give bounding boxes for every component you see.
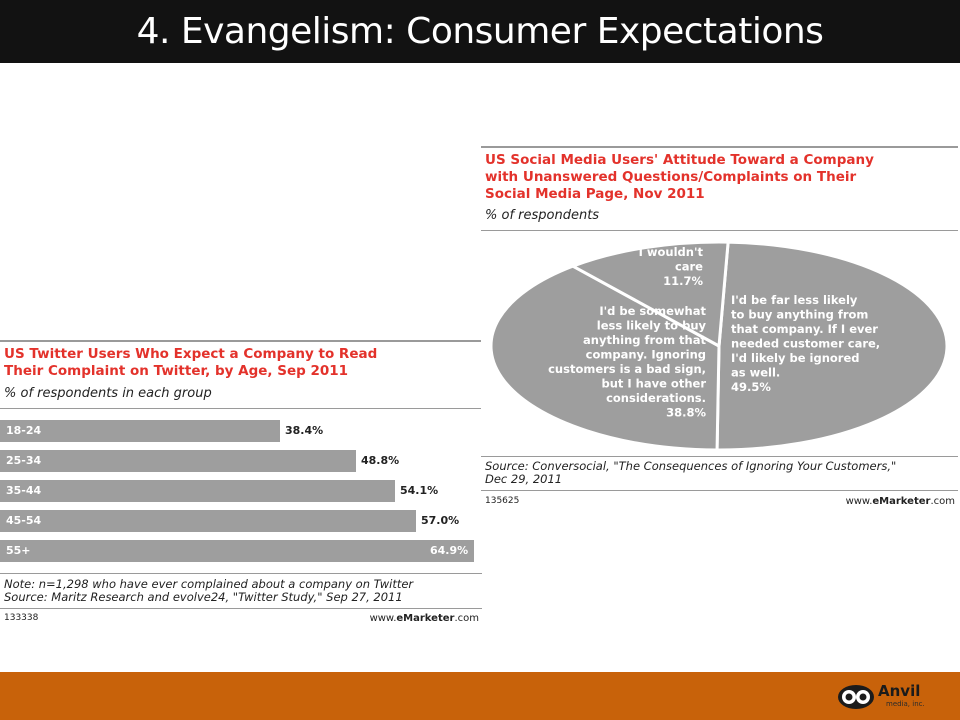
bar-row: 25-34 48.8% bbox=[0, 450, 482, 472]
pie-chart-title: US Social Media Users' Attitude Toward a… bbox=[485, 152, 958, 203]
bar-category-label: 18-24 bbox=[6, 424, 42, 437]
pie-slice-label-line: that company. If I ever bbox=[731, 322, 878, 336]
bar-chart-note: Note: n=1,298 who have ever complained a… bbox=[4, 578, 482, 604]
pie-slice-value: 49.5% bbox=[731, 380, 771, 394]
bar bbox=[0, 450, 356, 472]
bar bbox=[0, 420, 280, 442]
pie-chart-rule bbox=[481, 230, 958, 231]
bar-chart-title: US Twitter Users Who Expect a Company to… bbox=[4, 346, 482, 380]
brand-suffix: .com bbox=[930, 496, 955, 507]
pie-slice-label-line: as well. bbox=[731, 366, 780, 380]
brand-prefix: www. bbox=[369, 613, 397, 624]
pie-slice-label: I'd be somewhat less likely to buy anythin… bbox=[548, 304, 706, 420]
pie-slice-label-line: less likely to buy bbox=[597, 319, 707, 333]
pie-chart-brand: www.eMarketer.com bbox=[846, 496, 955, 507]
pie-chart-source: Source: Conversocial, "The Consequences … bbox=[485, 460, 958, 486]
slide-footer bbox=[0, 672, 960, 720]
pie-slice-label-line: customers is a bad sign, bbox=[548, 362, 706, 376]
pie-chart-rule bbox=[481, 490, 958, 491]
pie-slice-label: I wouldn't care 11.7% bbox=[639, 245, 704, 288]
bar-value-label: 38.4% bbox=[285, 424, 324, 437]
logo-subtext: media, inc. bbox=[886, 700, 925, 708]
pie-slice-label-line: needed customer care, bbox=[731, 337, 880, 351]
bar-chart-title-line: Their Complaint on Twitter, by Age, Sep … bbox=[4, 363, 349, 379]
pie-slice-label-line: I'd be far less likely bbox=[731, 293, 858, 307]
logo-text: Anvil bbox=[878, 682, 921, 700]
bar bbox=[0, 540, 474, 562]
slide-header: 4. Evangelism: Consumer Expectations bbox=[0, 0, 960, 63]
pie-slice-label-line: to buy anything from bbox=[731, 308, 868, 322]
pie-chart-title-line: Social Media Page, Nov 2011 bbox=[485, 186, 705, 202]
bar-category-label: 45-54 bbox=[6, 514, 42, 527]
pie-slice-label-line: considerations. bbox=[606, 391, 706, 405]
bar-value-label: 64.9% bbox=[430, 544, 469, 557]
pie-slice-label-line: I wouldn't bbox=[639, 245, 704, 259]
brand-bold: eMarketer bbox=[396, 613, 455, 624]
bar-row: 45-54 57.0% bbox=[0, 510, 482, 532]
bar-chart-top-rule bbox=[0, 340, 482, 342]
pie-slice-label-line: I'd likely be ignored bbox=[731, 351, 860, 365]
pie-chart-subtitle: % of respondents bbox=[485, 208, 600, 223]
pie-slice-label: I'd be far less likely to buy anything fr… bbox=[731, 293, 880, 394]
anvil-logo-icon bbox=[838, 685, 874, 709]
slide-title: 4. Evangelism: Consumer Expectations bbox=[136, 11, 824, 52]
bar-chart-note-line: Note: n=1,298 who have ever complained a… bbox=[4, 577, 414, 591]
bar-chart-rule bbox=[0, 573, 482, 574]
bar bbox=[0, 480, 395, 502]
pie-slice-label-line: but I have other bbox=[601, 377, 706, 391]
bar-chart-code: 133338 bbox=[4, 613, 39, 623]
brand-bold: eMarketer bbox=[872, 496, 931, 507]
bar-row: 55+ 64.9% bbox=[0, 540, 482, 562]
pie-slice bbox=[489, 264, 721, 452]
pie-chart: I'd be far less likely to buy anything fr… bbox=[489, 240, 949, 452]
bar-chart-bars: 18-24 38.4% 25-34 48.8% 35-44 54.1% 45-54 57.0%… bbox=[0, 420, 482, 570]
pie-slice-label-line: company. Ignoring bbox=[586, 348, 706, 362]
pie-chart-title-line: US Social Media Users' Attitude Toward a… bbox=[485, 152, 874, 168]
pie-chart-top-rule bbox=[481, 146, 958, 148]
bar-chart-note-line: Source: Maritz Research and evolve24, "T… bbox=[4, 590, 403, 604]
bar-chart-rule bbox=[0, 408, 482, 409]
pie-slice-value: 38.8% bbox=[666, 406, 706, 420]
pie-chart-code: 135625 bbox=[485, 496, 520, 506]
brand-prefix: www. bbox=[845, 496, 873, 507]
bar-value-label: 57.0% bbox=[421, 514, 460, 527]
bar-category-label: 55+ bbox=[6, 544, 31, 557]
bar-value-label: 48.8% bbox=[361, 454, 400, 467]
bar-chart-subtitle: % of respondents in each group bbox=[4, 386, 212, 401]
pie-chart-rule bbox=[481, 456, 958, 457]
pie-chart-title-line: with Unanswered Questions/Complaints on … bbox=[485, 169, 857, 185]
brand-suffix: .com bbox=[454, 613, 479, 624]
pie-chart-source-line: Dec 29, 2011 bbox=[485, 472, 563, 486]
bar-chart-rule bbox=[0, 608, 482, 609]
pie-slice bbox=[715, 240, 949, 452]
pie-slice-value: 11.7% bbox=[663, 274, 703, 288]
pie-slice bbox=[569, 240, 730, 349]
bar-category-label: 25-34 bbox=[6, 454, 42, 467]
bar-row: 18-24 38.4% bbox=[0, 420, 482, 442]
bar-category-label: 35-44 bbox=[6, 484, 42, 497]
bar bbox=[0, 510, 416, 532]
pie-slice-label-line: care bbox=[675, 260, 703, 274]
pie-chart-source-line: Source: Conversocial, "The Consequences … bbox=[485, 459, 897, 473]
bar-chart-panel: US Twitter Users Who Expect a Company to… bbox=[0, 340, 482, 630]
bar-chart-title-line: US Twitter Users Who Expect a Company to… bbox=[4, 346, 378, 362]
bar-row: 35-44 54.1% bbox=[0, 480, 482, 502]
pie-slice-label-line: I'd be somewhat bbox=[599, 304, 706, 318]
bar-value-label: 54.1% bbox=[400, 484, 439, 497]
pie-chart-panel: US Social Media Users' Attitude Toward a… bbox=[481, 146, 958, 512]
bar-chart-brand: www.eMarketer.com bbox=[370, 613, 479, 624]
pie-slice-label-line: anything from that bbox=[583, 333, 706, 347]
